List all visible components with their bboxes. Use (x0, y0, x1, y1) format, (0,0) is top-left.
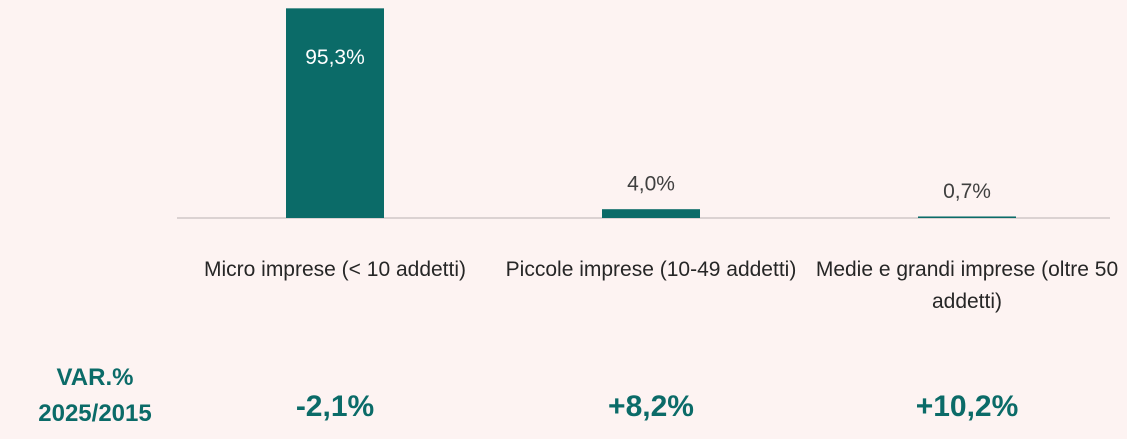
data-label: 4,0% (627, 173, 675, 196)
x-tick-label: Medie e grandi imprese (oltre 50 addetti… (815, 258, 1119, 313)
x-tick-label: Micro imprese (< 10 addetti) (203, 258, 467, 281)
bar (602, 209, 700, 218)
data-label: 0,7% (943, 180, 991, 203)
variation-value: +10,2% (915, 390, 1019, 423)
variation-value: -2,1% (295, 390, 375, 423)
variation-value: +8,2% (608, 390, 694, 423)
x-tick-label: Piccole imprese (10-49 addetti) (505, 258, 797, 281)
data-label: 95,3% (305, 46, 365, 69)
bar (918, 216, 1016, 218)
variation-title: VAR.% 2025/2015 (38, 364, 152, 427)
bar (286, 8, 384, 219)
